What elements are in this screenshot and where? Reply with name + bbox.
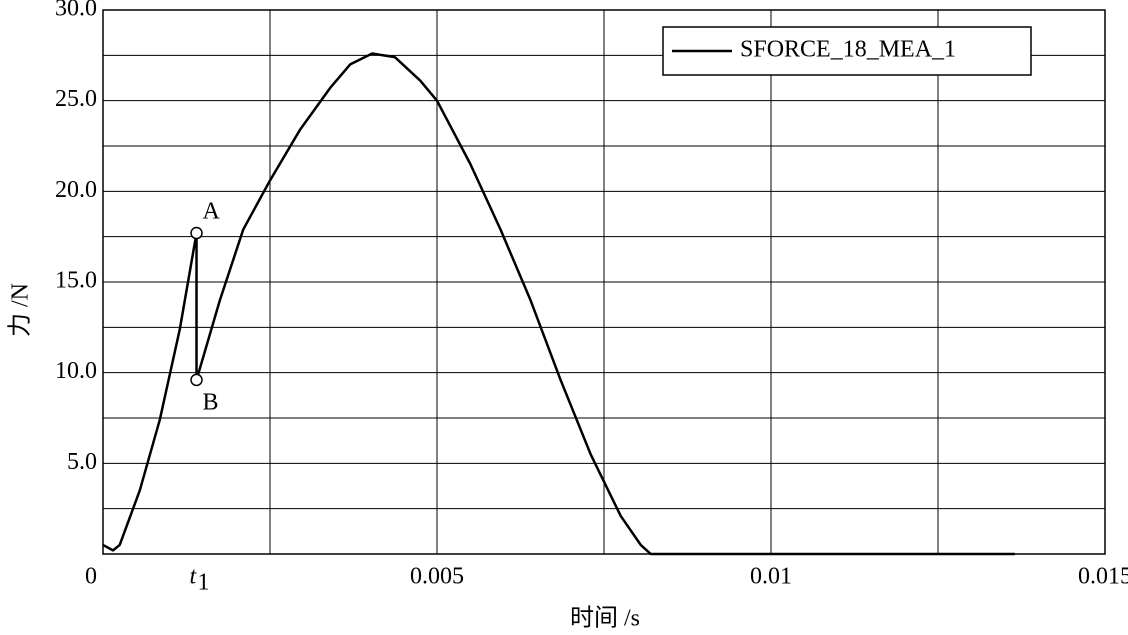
legend: SFORCE_18_MEA_1 <box>662 26 1032 76</box>
point-marker <box>190 373 203 387</box>
y-tick-label: 20.0 <box>55 177 97 203</box>
x-tick-label: 0.01 <box>750 564 792 590</box>
y-tick-label: 15.0 <box>55 268 97 294</box>
y-tick-label: 25.0 <box>55 86 97 112</box>
y-tick-label: 30.0 <box>55 0 97 22</box>
x-tick-label: 0.005 <box>410 564 464 590</box>
point-marker <box>190 226 203 240</box>
plot-frame <box>102 9 1106 555</box>
x-marker-label: t <box>190 564 198 590</box>
legend-label: SFORCE_18_MEA_1 <box>740 37 956 63</box>
data-line <box>102 52 1015 556</box>
x-tick-label: 0.015 <box>1078 564 1128 590</box>
point-label: A <box>203 199 221 225</box>
y-tick-label: 5.0 <box>67 449 97 475</box>
x-marker-subscript: 1 <box>198 570 210 596</box>
point-label: B <box>203 389 219 415</box>
x-axis-label: 时间 /s <box>570 605 640 632</box>
y-axis-label: 力 /N <box>7 283 34 337</box>
y-tick-label: 10.0 <box>55 358 97 384</box>
x-tick-label: 0 <box>85 564 97 590</box>
